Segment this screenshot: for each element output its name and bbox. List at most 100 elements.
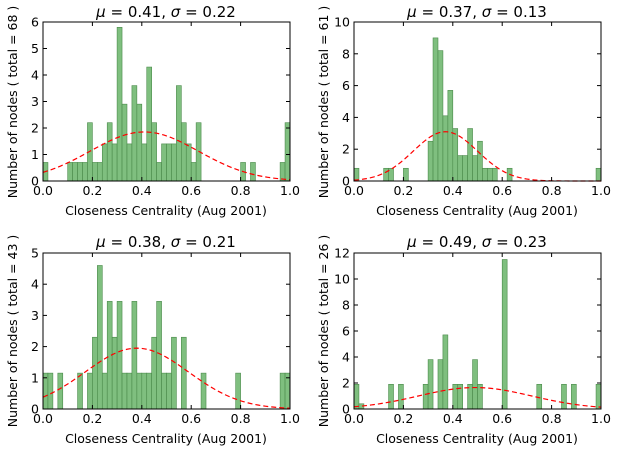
histogram-bar — [284, 372, 291, 410]
histogram-panel-0: μ = 0.41, σ = 0.22 Number of nodes ( tot… — [5, 3, 300, 218]
histogram-bar — [571, 383, 577, 410]
histogram-bar — [457, 155, 463, 182]
y-axis-label: Number of nodes ( total = 43 ) — [5, 235, 20, 428]
histogram-bar — [92, 336, 98, 410]
histogram-bar — [161, 372, 167, 410]
histogram-bar — [121, 372, 128, 410]
normal-fit-curve — [353, 386, 602, 408]
y-tick-label: 4 — [31, 68, 39, 83]
histogram-bar — [67, 162, 73, 182]
histogram-bar — [353, 167, 360, 182]
x-tick-label: 0.6 — [492, 411, 512, 426]
histogram-bar — [467, 128, 473, 182]
y-tick-label: 4 — [342, 110, 350, 125]
y-ticks: 0 1 2 3 4 5 6 — [31, 15, 290, 189]
y-axis-label: Number of nodes ( total = 68 ) — [5, 6, 20, 199]
histogram-bar — [279, 372, 286, 410]
fit-curve-group — [42, 347, 291, 409]
histogram-bar — [279, 162, 286, 182]
histogram-bar — [156, 301, 162, 410]
histogram-bar — [284, 122, 291, 182]
histogram-bar — [176, 85, 182, 182]
x-ticks: 0.0 0.2 0.4 0.6 0.8 1.0 — [33, 253, 300, 426]
y-tick-label: 2 — [342, 142, 350, 157]
bar-group — [353, 37, 602, 182]
x-axis-label: Closeness Centrality (Aug 2001) — [65, 203, 267, 218]
y-tick-label: 2 — [31, 121, 39, 136]
histogram-bar — [116, 301, 123, 410]
histogram-bar — [487, 167, 493, 182]
histogram-bar — [77, 162, 83, 182]
histogram-bar — [141, 372, 148, 410]
y-tick-label: 1 — [31, 370, 39, 385]
y-tick-label: 5 — [31, 41, 39, 56]
histogram-bar — [398, 383, 404, 410]
histogram-bar — [482, 167, 488, 182]
histogram-bar — [111, 336, 118, 410]
histogram-bar — [161, 143, 167, 182]
panel-title: μ = 0.41, σ = 0.22 — [95, 3, 236, 21]
y-tick-label: 0 — [31, 402, 39, 417]
x-axis-label: Closeness Centrality (Aug 2001) — [65, 431, 267, 446]
histogram-bar — [126, 143, 133, 182]
x-ticks: 0.0 0.2 0.4 0.6 0.8 1.0 — [33, 22, 300, 198]
histogram-bar — [136, 103, 143, 182]
histogram-bar — [536, 383, 543, 410]
histogram-bar — [437, 50, 444, 182]
y-tick-label: 0 — [31, 174, 39, 189]
histogram-bar — [111, 143, 118, 182]
x-axis-label: Closeness Centrality (Aug 2001) — [376, 203, 578, 218]
x-tick-label: 0.4 — [132, 411, 152, 426]
histogram-bar — [403, 167, 409, 182]
x-tick-label: 0.8 — [542, 411, 562, 426]
y-tick-label: 6 — [31, 15, 39, 30]
y-tick-label: 5 — [31, 246, 39, 261]
y-tick-label: 1 — [31, 147, 39, 162]
x-tick-label: 1.0 — [591, 411, 611, 426]
histogram-bar — [190, 162, 197, 182]
histogram-bar — [77, 372, 83, 410]
y-tick-label: 4 — [342, 350, 350, 365]
y-tick-label: 10 — [334, 15, 350, 30]
histogram-bar — [561, 383, 567, 410]
histogram-bar — [126, 372, 133, 410]
histogram-panel-1: μ = 0.37, σ = 0.13 Number of nodes ( tot… — [316, 3, 611, 218]
x-tick-label: 0.0 — [344, 411, 364, 426]
x-tick-label: 0.4 — [443, 183, 463, 198]
histogram-bar — [492, 167, 498, 182]
x-tick-label: 0.2 — [82, 411, 102, 426]
plot-frame — [353, 252, 602, 410]
normal-fit-curve — [42, 131, 291, 181]
plot-frame — [42, 21, 291, 182]
x-tick-label: 1.0 — [591, 183, 611, 198]
histogram-bar — [442, 115, 449, 182]
histogram-bar — [141, 143, 148, 182]
histogram-bar — [181, 336, 187, 410]
x-tick-label: 0.6 — [181, 183, 201, 198]
histogram-bar — [200, 372, 207, 410]
histogram-panel-2: μ = 0.38, σ = 0.21 Number of nodes ( tot… — [5, 233, 300, 446]
x-ticks: 0.0 0.2 0.4 0.6 0.8 1.0 — [344, 253, 611, 426]
y-tick-label: 8 — [342, 298, 350, 313]
bar-group — [42, 265, 291, 410]
x-tick-label: 0.6 — [492, 183, 512, 198]
x-tick-label: 0.8 — [542, 183, 562, 198]
histogram-bar — [388, 167, 394, 182]
histogram-bar — [595, 383, 602, 410]
histogram-bar — [106, 122, 113, 182]
histogram-bar — [181, 122, 187, 182]
y-tick-label: 0 — [342, 174, 350, 189]
x-tick-label: 0.4 — [443, 411, 463, 426]
plot-frame — [42, 252, 291, 410]
histogram-bar — [477, 140, 483, 182]
histogram-bar — [462, 155, 468, 182]
histogram-bar — [116, 26, 123, 182]
histogram-bar — [185, 143, 192, 182]
histogram-bar — [57, 372, 64, 410]
histogram-bar — [82, 162, 88, 182]
histogram-bar — [422, 383, 429, 410]
panel-title: μ = 0.38, σ = 0.21 — [95, 233, 236, 251]
x-tick-label: 0.4 — [132, 183, 152, 198]
x-tick-label: 0.6 — [181, 411, 201, 426]
y-axis-label: Number of nodes ( total = 26 ) — [316, 235, 331, 428]
